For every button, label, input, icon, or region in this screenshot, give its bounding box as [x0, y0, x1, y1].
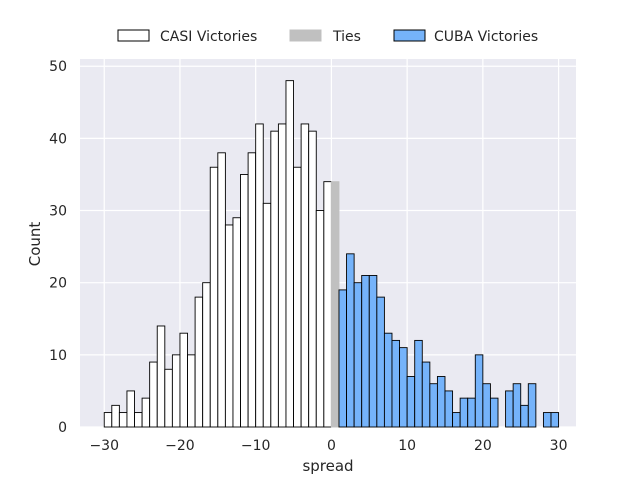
bar-casi-victories — [118, 412, 128, 428]
bar-casi-victories — [156, 325, 166, 428]
bar-cuba-victories — [474, 354, 484, 428]
bar-casi-victories — [103, 412, 113, 428]
x-tick-label: 20 — [474, 438, 492, 454]
bar-casi-victories — [164, 368, 173, 428]
bar-cuba-victories — [346, 253, 355, 428]
bar-casi-victories — [209, 166, 219, 428]
bar-cuba-victories — [429, 383, 438, 428]
bar-casi-victories — [308, 130, 317, 428]
bar-casi-victories — [134, 412, 143, 428]
bar-cuba-victories — [444, 390, 454, 428]
bar-casi-victories — [141, 397, 151, 428]
bar-cuba-victories — [414, 339, 423, 428]
bar-cuba-victories — [361, 275, 370, 428]
bar-casi-victories — [149, 361, 158, 428]
bar-cuba-victories — [376, 296, 385, 428]
legend-label-cuba-victories: CUBA Victories — [434, 29, 538, 45]
legend: CASI Victories Ties CUBA Victories — [117, 29, 538, 45]
bar-cuba-victories — [542, 412, 552, 428]
x-tick-label: −20 — [165, 438, 195, 454]
bar-cuba-victories — [368, 275, 378, 428]
bar-cuba-victories — [520, 404, 529, 428]
y-axis-label: Count — [26, 222, 44, 267]
bar-ties — [330, 181, 340, 428]
bar-cuba-victories — [505, 390, 514, 428]
bar-cuba-victories — [482, 383, 491, 428]
bar-casi-victories — [232, 217, 241, 428]
legend-swatch-ties — [289, 29, 322, 42]
x-axis-label: spread — [302, 457, 353, 475]
bar-casi-victories — [111, 404, 120, 428]
legend-label-ties: Ties — [332, 29, 361, 45]
bar-casi-victories — [179, 332, 188, 428]
bar-casi-victories — [277, 123, 287, 428]
bar-cuba-victories — [383, 332, 393, 428]
bar-cuba-victories — [421, 361, 431, 428]
bar-cuba-victories — [391, 339, 401, 428]
bar-cuba-victories — [436, 376, 446, 428]
x-tick-label: 30 — [550, 438, 568, 454]
bar-casi-victories — [126, 390, 135, 428]
y-tick-label: 50 — [49, 59, 67, 75]
bars — [103, 80, 560, 428]
bar-casi-victories — [285, 80, 294, 428]
bar-cuba-victories — [353, 282, 363, 428]
bar-casi-victories — [171, 354, 181, 428]
x-tick-label: 0 — [327, 438, 336, 454]
bar-casi-victories — [293, 166, 302, 428]
bar-cuba-victories — [489, 397, 499, 428]
bar-casi-victories — [262, 202, 272, 428]
bar-casi-victories — [300, 123, 310, 428]
bar-cuba-victories — [459, 397, 469, 428]
bar-cuba-victories — [399, 347, 408, 428]
x-tick-label: 10 — [398, 438, 416, 454]
x-tick-label: −30 — [89, 438, 119, 454]
legend-label-casi-victories: CASI Victories — [160, 29, 257, 45]
bar-casi-victories — [315, 210, 325, 428]
bar-casi-victories — [247, 152, 257, 428]
bar-casi-victories — [202, 282, 211, 428]
x-tick-labels: −30 −20 −10 0 10 20 30 — [89, 438, 567, 454]
bar-cuba-victories — [467, 397, 476, 428]
bar-casi-victories — [240, 174, 249, 428]
bar-cuba-victories — [550, 412, 560, 428]
legend-swatch-casi-victories — [117, 29, 150, 42]
y-tick-label: 20 — [49, 276, 67, 292]
y-tick-label: 10 — [49, 348, 67, 364]
bar-casi-victories — [270, 130, 279, 428]
y-tick-label: 0 — [58, 420, 67, 436]
bar-casi-victories — [224, 224, 234, 428]
bar-cuba-victories — [527, 383, 537, 428]
bar-casi-victories — [323, 181, 332, 428]
bar-casi-victories — [255, 123, 264, 428]
x-tick-label: −10 — [241, 438, 271, 454]
bar-cuba-victories — [452, 412, 461, 428]
bar-casi-victories — [194, 296, 204, 428]
bar-cuba-victories — [406, 376, 416, 428]
bar-cuba-victories — [512, 383, 522, 428]
y-tick-label: 30 — [49, 204, 67, 220]
y-tick-labels: 0 10 20 30 40 50 — [49, 59, 67, 436]
bar-cuba-victories — [338, 289, 348, 428]
bar-casi-victories — [187, 354, 196, 428]
y-tick-label: 40 — [49, 131, 67, 147]
bar-casi-victories — [217, 152, 226, 428]
legend-swatch-cuba-victories — [393, 29, 426, 42]
